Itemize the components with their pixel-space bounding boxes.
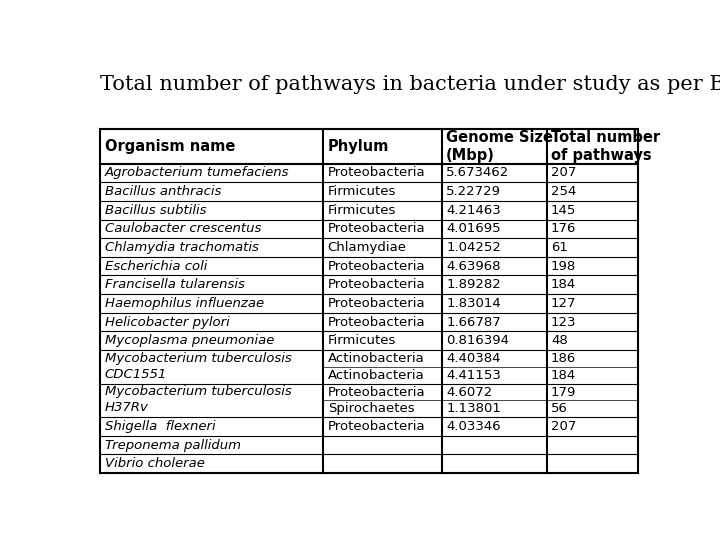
- Text: 198: 198: [551, 260, 576, 273]
- Text: Helicobacter pylori: Helicobacter pylori: [104, 315, 229, 329]
- Text: 4.41153: 4.41153: [446, 369, 501, 382]
- Text: 1.04252: 1.04252: [446, 241, 501, 254]
- Text: Proteobacteria: Proteobacteria: [328, 166, 426, 179]
- Text: 61: 61: [551, 241, 568, 254]
- Text: 184: 184: [551, 369, 576, 382]
- Text: 5.673462: 5.673462: [446, 166, 509, 179]
- Text: Genome Size
(Mbp): Genome Size (Mbp): [446, 130, 553, 163]
- Text: Treponema pallidum: Treponema pallidum: [104, 438, 240, 451]
- Text: 4.01695: 4.01695: [446, 222, 500, 235]
- Text: 186: 186: [551, 352, 576, 365]
- Text: 123: 123: [551, 315, 577, 329]
- Text: 0.816394: 0.816394: [446, 334, 509, 347]
- Text: Total number of pathways in bacteria under study as per BioCyc 9.1: Total number of pathways in bacteria und…: [100, 75, 720, 94]
- Text: Caulobacter crescentus: Caulobacter crescentus: [104, 222, 261, 235]
- Text: 48: 48: [551, 334, 568, 347]
- Text: 1.83014: 1.83014: [446, 297, 501, 310]
- Text: Proteobacteria: Proteobacteria: [328, 222, 426, 235]
- Text: Mycobacterium tuberculosis
H37Rv: Mycobacterium tuberculosis H37Rv: [104, 386, 292, 414]
- Text: 4.63968: 4.63968: [446, 260, 500, 273]
- Text: Vibrio cholerae: Vibrio cholerae: [104, 457, 204, 470]
- Text: 56: 56: [551, 402, 568, 415]
- Text: 1.66787: 1.66787: [446, 315, 501, 329]
- Text: Firmicutes: Firmicutes: [328, 204, 396, 217]
- Text: Firmicutes: Firmicutes: [328, 334, 396, 347]
- Text: Mycobacterium tuberculosis
CDC1551: Mycobacterium tuberculosis CDC1551: [104, 352, 292, 381]
- Text: 127: 127: [551, 297, 577, 310]
- Text: Actinobacteria: Actinobacteria: [328, 369, 425, 382]
- Text: 1.13801: 1.13801: [446, 402, 501, 415]
- Text: Chlamydia trachomatis: Chlamydia trachomatis: [104, 241, 258, 254]
- Text: Proteobacteria: Proteobacteria: [328, 386, 426, 399]
- Text: 207: 207: [551, 420, 576, 433]
- Text: 254: 254: [551, 185, 576, 198]
- Text: 5.22729: 5.22729: [446, 185, 501, 198]
- Text: Escherichia coli: Escherichia coli: [104, 260, 207, 273]
- Text: Phylum: Phylum: [328, 139, 389, 154]
- Text: Chlamydiae: Chlamydiae: [328, 241, 407, 254]
- Text: Proteobacteria: Proteobacteria: [328, 260, 426, 273]
- Text: 4.03346: 4.03346: [446, 420, 500, 433]
- Text: 176: 176: [551, 222, 576, 235]
- Text: Firmicutes: Firmicutes: [328, 185, 396, 198]
- Text: 4.6072: 4.6072: [446, 386, 492, 399]
- Text: Francisella tularensis: Francisella tularensis: [104, 278, 244, 291]
- Text: 145: 145: [551, 204, 576, 217]
- Text: Proteobacteria: Proteobacteria: [328, 297, 426, 310]
- Text: Actinobacteria: Actinobacteria: [328, 352, 425, 365]
- Text: Proteobacteria: Proteobacteria: [328, 278, 426, 291]
- Text: Mycoplasma pneumoniae: Mycoplasma pneumoniae: [104, 334, 274, 347]
- Text: Bacillus subtilis: Bacillus subtilis: [104, 204, 206, 217]
- Text: 4.40384: 4.40384: [446, 352, 500, 365]
- Text: Proteobacteria: Proteobacteria: [328, 315, 426, 329]
- Text: 4.21463: 4.21463: [446, 204, 501, 217]
- Text: 1.89282: 1.89282: [446, 278, 501, 291]
- Text: 179: 179: [551, 386, 576, 399]
- Text: 184: 184: [551, 278, 576, 291]
- Text: Organism name: Organism name: [104, 139, 235, 154]
- Text: Shigella  flexneri: Shigella flexneri: [104, 420, 215, 433]
- Text: 207: 207: [551, 166, 576, 179]
- Text: Agrobacterium tumefaciens: Agrobacterium tumefaciens: [104, 166, 289, 179]
- Text: Spirochaetes: Spirochaetes: [328, 402, 415, 415]
- Text: Proteobacteria: Proteobacteria: [328, 420, 426, 433]
- Text: Haemophilus influenzae: Haemophilus influenzae: [104, 297, 264, 310]
- Text: Total number
of pathways: Total number of pathways: [551, 130, 660, 163]
- Text: Bacillus anthracis: Bacillus anthracis: [104, 185, 221, 198]
